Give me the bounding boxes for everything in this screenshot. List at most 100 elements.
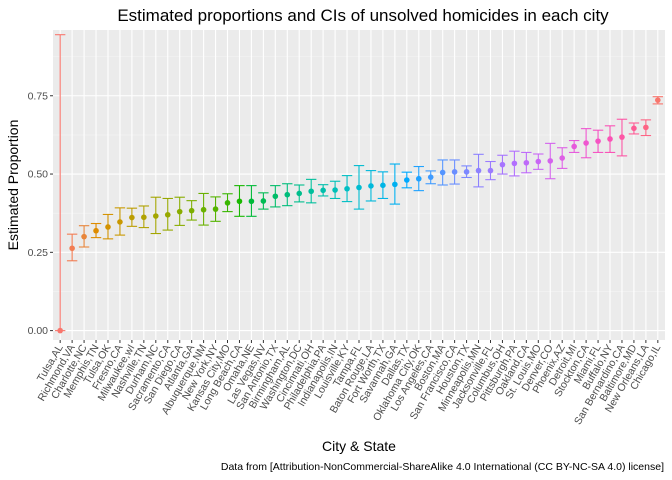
estimate-point xyxy=(571,143,577,150)
estimate-point xyxy=(200,206,207,213)
city-mark xyxy=(162,197,173,231)
estimate-point xyxy=(272,193,279,200)
estimate-point xyxy=(427,174,434,180)
city-mark xyxy=(533,153,544,170)
city-mark xyxy=(329,180,341,200)
city-mark xyxy=(568,139,580,153)
estimate-point xyxy=(260,198,267,204)
city-mark xyxy=(640,119,652,137)
city-mark xyxy=(54,34,66,334)
city-mark xyxy=(353,165,365,210)
estimate-point xyxy=(356,184,362,191)
city-mark xyxy=(628,122,640,135)
estimate-point xyxy=(380,182,386,189)
city-mark xyxy=(126,207,138,227)
city-mark xyxy=(473,153,484,188)
city-mark xyxy=(222,193,233,213)
city-mark xyxy=(497,154,508,175)
estimate-point xyxy=(487,167,494,174)
estimate-point xyxy=(224,200,231,206)
city-mark xyxy=(246,185,257,217)
estimate-point xyxy=(164,211,171,218)
y-tick-label: 0.75 xyxy=(28,90,49,102)
estimate-point xyxy=(655,97,661,103)
city-mark xyxy=(485,160,496,181)
city-mark xyxy=(521,151,532,174)
city-mark xyxy=(150,196,161,235)
estimate-point xyxy=(439,169,446,176)
city-mark xyxy=(377,171,389,200)
estimate-point xyxy=(392,181,398,188)
data-marks xyxy=(54,34,664,334)
estimate-point xyxy=(344,185,350,192)
estimate-point xyxy=(188,207,195,214)
chart-title: Estimated proportions and CIs of unsolve… xyxy=(117,6,609,25)
y-tick-label: 0.25 xyxy=(28,247,49,259)
y-axis-title: Estimated Proportion xyxy=(5,120,21,251)
estimate-point xyxy=(117,219,123,225)
estimate-point xyxy=(141,214,147,221)
estimate-point xyxy=(643,124,649,131)
city-mark xyxy=(282,183,293,207)
city-mark xyxy=(509,150,520,177)
estimate-point xyxy=(463,169,470,175)
city-mark xyxy=(616,118,628,157)
estimate-point xyxy=(248,198,255,205)
estimate-point xyxy=(284,191,291,198)
city-mark xyxy=(114,207,126,236)
city-mark xyxy=(138,205,150,229)
city-mark xyxy=(437,159,448,186)
x-axis-title: City & State xyxy=(322,438,396,454)
city-mark xyxy=(449,159,460,185)
y-tick-label: 0.50 xyxy=(28,169,49,181)
estimate-point xyxy=(296,190,303,197)
estimate-point xyxy=(547,158,554,164)
city-mark xyxy=(604,125,616,153)
estimate-point xyxy=(105,224,111,230)
city-mark xyxy=(78,225,90,248)
estimate-point xyxy=(475,167,482,174)
city-mark xyxy=(258,192,269,210)
x-axis: Tulsa,ALRichmond,VACharlotte,NCMemphis,T… xyxy=(35,340,664,427)
estimate-point xyxy=(511,160,518,167)
city-mark xyxy=(557,147,568,169)
city-mark xyxy=(545,142,556,180)
estimate-point xyxy=(69,245,75,252)
estimate-point xyxy=(212,206,219,212)
estimate-point xyxy=(129,214,135,221)
city-mark xyxy=(90,222,102,239)
city-mark xyxy=(389,163,401,205)
city-mark xyxy=(102,213,114,240)
estimate-point xyxy=(583,140,589,146)
city-mark xyxy=(341,175,353,203)
estimate-point xyxy=(176,208,183,215)
city-mark xyxy=(317,184,329,197)
estimate-point xyxy=(320,187,326,194)
estimate-point xyxy=(404,177,410,183)
estimate-point xyxy=(332,187,338,193)
estimate-point xyxy=(81,233,87,240)
caption: Data from [Attribution-NonCommercial-Sha… xyxy=(221,461,664,473)
city-mark xyxy=(198,192,209,226)
estimate-point xyxy=(595,138,601,144)
estimate-point xyxy=(499,161,506,168)
city-mark xyxy=(234,185,245,217)
city-mark xyxy=(652,96,664,105)
estimate-point xyxy=(451,169,458,175)
y-axis: 0.00 0.25 0.50 0.75 xyxy=(28,90,53,337)
y-tick-label: 0.00 xyxy=(28,325,49,337)
city-mark xyxy=(592,129,604,153)
city-mark xyxy=(425,170,436,185)
estimate-point xyxy=(236,198,243,205)
city-mark xyxy=(413,165,424,192)
city-mark xyxy=(66,233,78,262)
city-mark xyxy=(461,165,472,179)
city-mark xyxy=(186,200,197,221)
estimate-point xyxy=(93,227,99,234)
city-mark xyxy=(365,170,377,202)
city-mark xyxy=(270,185,281,208)
city-mark xyxy=(305,178,317,204)
estimate-point xyxy=(523,159,530,166)
city-mark xyxy=(294,184,305,203)
